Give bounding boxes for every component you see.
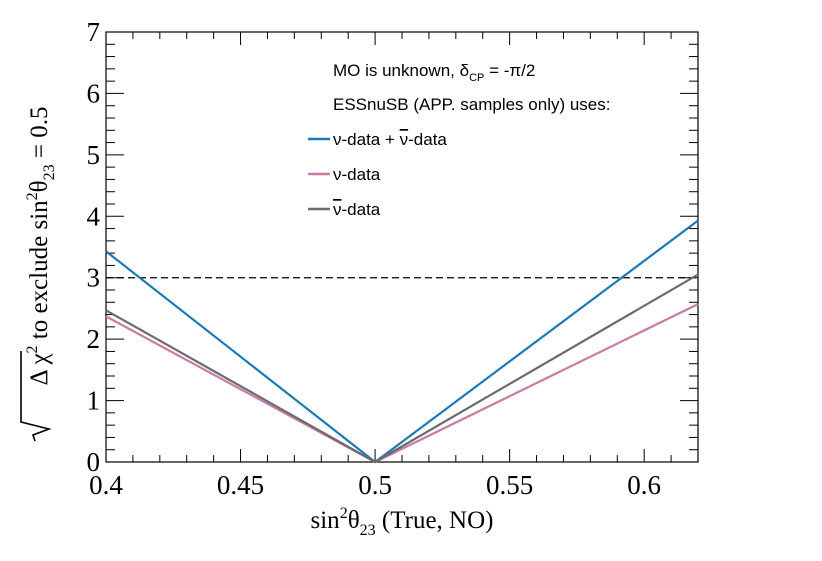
legend-label-3: ν-data (333, 200, 381, 219)
svg-text:Δ χ2 to exclude sin2θ23 = 0.5: Δ χ2 to exclude sin2θ23 = 0.5 (24, 107, 58, 386)
sqrt-sign (20, 351, 52, 442)
legend-label-1: ν-data + ν-data (333, 130, 447, 149)
x-tick-label: 0.4 (89, 470, 123, 500)
x-tick-label: 0.55 (486, 470, 533, 500)
x-tick-labels: 0.4 0.45 0.5 0.55 0.6 (89, 470, 661, 500)
x-tick-label: 0.45 (217, 470, 264, 500)
annotation-line-1: MO is unknown, δCP = -π/2 (333, 61, 535, 84)
y-axis-title: Δ χ2 to exclude sin2θ23 = 0.5 (20, 107, 58, 442)
annotation-line-1-a: MO is unknown, δ (333, 61, 469, 80)
annotation-line-1-b: = -π/2 (484, 61, 535, 80)
y-tick-label: 1 (87, 386, 101, 416)
axis-ticks (105, 31, 699, 463)
legend: ν-data + ν-data ν-data ν-data (308, 130, 447, 219)
series-line-1 (105, 219, 699, 464)
annotation-line-2: ESSnuSB (APP. samples only) uses: (333, 95, 611, 114)
series-line-2 (105, 303, 699, 464)
x-axis-title: sin2θ23 (True, NO) (311, 505, 494, 539)
annotation-line-1-sub: CP (469, 72, 484, 84)
legend-label-2: ν-data (333, 165, 381, 184)
y-tick-label: 3 (87, 263, 101, 293)
series-group (105, 219, 699, 464)
y-tick-label: 0 (87, 447, 101, 477)
y-tick-label: 7 (87, 17, 101, 47)
y-tick-label: 5 (87, 140, 101, 170)
y-tick-label: 4 (87, 201, 101, 231)
y-tick-label: 2 (87, 324, 101, 354)
y-tick-label: 6 (87, 78, 101, 108)
x-tick-label: 0.5 (358, 470, 392, 500)
series-line-3 (105, 273, 699, 464)
y-tick-labels: 0 1 2 3 4 5 6 7 (87, 17, 101, 477)
x-tick-label: 0.6 (627, 470, 661, 500)
